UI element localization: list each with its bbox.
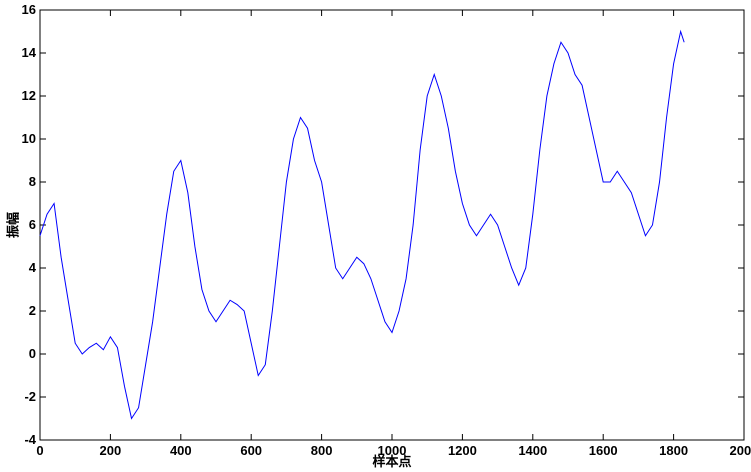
x-tick-label: 200 [100,443,122,458]
y-tick-label: 14 [22,45,37,60]
x-tick-label: 600 [240,443,262,458]
y-tick-label: 0 [29,346,36,361]
y-tick-label: 4 [29,260,37,275]
y-tick-label: 10 [22,131,36,146]
x-axis-label: 样本点 [372,454,411,469]
x-tick-label: 400 [170,443,192,458]
x-tick-label: 1000 [378,443,407,458]
y-tick-label: -2 [24,389,36,404]
y-tick-label: 6 [29,217,36,232]
y-tick-label: 2 [29,303,36,318]
x-tick-label: 0 [36,443,43,458]
y-tick-label: 8 [29,174,36,189]
x-tick-label: 1400 [518,443,547,458]
x-tick-label: 1200 [448,443,477,458]
x-tick-label: 2000 [730,443,751,458]
y-tick-label: 12 [22,88,36,103]
data-line [39,29,685,420]
plot-frame [39,9,745,441]
y-tick-label: 16 [22,2,36,17]
x-tick-label: 1600 [589,443,618,458]
y-tick-label: -4 [24,432,36,447]
x-tick-label: 800 [311,443,333,458]
y-axis-label: 振幅 [5,212,20,238]
x-tick-label: 1800 [659,443,688,458]
